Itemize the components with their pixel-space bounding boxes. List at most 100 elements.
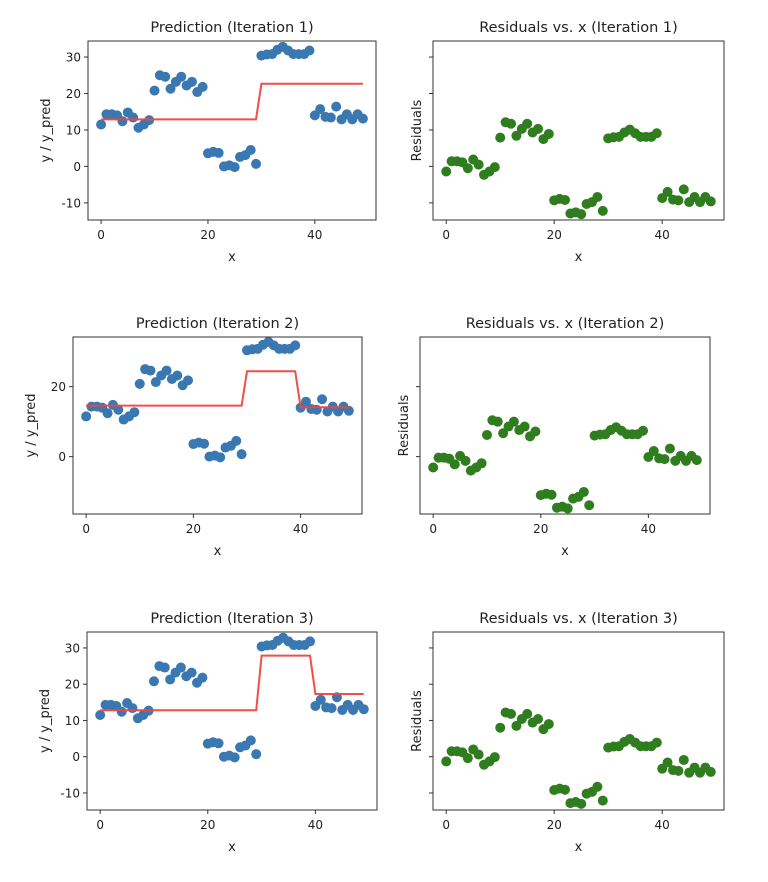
residual-point bbox=[651, 737, 662, 748]
residual-point bbox=[492, 416, 503, 427]
residual-point bbox=[691, 455, 702, 466]
prediction-panel-2: Prediction (Iteration 2) 0 20 40 x 0 20 y / y_p… bbox=[24, 316, 363, 559]
axes-frame bbox=[432, 631, 725, 811]
residual-point bbox=[481, 429, 492, 440]
axes-frame bbox=[86, 631, 378, 811]
residual-point bbox=[705, 196, 716, 207]
plot-area bbox=[96, 41, 368, 173]
residual-point bbox=[511, 130, 522, 141]
y-axis-label: y / y_pred bbox=[38, 689, 53, 753]
residuals-panel-3: Residuals vs. x (Iteration 3) 0 20 40 x Resid… bbox=[410, 611, 725, 855]
data-point bbox=[161, 365, 172, 376]
residual-point bbox=[584, 500, 595, 511]
x-tick-label: 40 bbox=[641, 522, 656, 536]
prediction-line bbox=[100, 654, 364, 712]
y-axis-label: Residuals bbox=[410, 99, 425, 161]
data-point bbox=[290, 340, 301, 351]
residual-point bbox=[678, 754, 689, 765]
residual-point bbox=[592, 192, 603, 203]
residual-point bbox=[460, 455, 471, 466]
data-point bbox=[229, 752, 240, 763]
residual-point bbox=[462, 163, 473, 174]
data-point bbox=[315, 694, 326, 705]
data-point bbox=[186, 76, 197, 87]
data-point bbox=[229, 162, 240, 173]
residual-point bbox=[489, 162, 500, 173]
residuals-panel-1: Residuals vs. x (Iteration 1) 0 20 40 x Resid… bbox=[410, 20, 725, 265]
residual-point bbox=[428, 462, 439, 473]
axes-frame bbox=[72, 336, 363, 515]
y-tick-label: 30 bbox=[65, 641, 80, 655]
data-point bbox=[134, 378, 145, 389]
data-point bbox=[300, 396, 311, 407]
data-point bbox=[160, 71, 171, 82]
y-axis-label: y / y_pred bbox=[39, 98, 54, 162]
data-point bbox=[199, 438, 210, 449]
axes-frame bbox=[432, 40, 725, 221]
data-point bbox=[326, 703, 337, 714]
panel-title: Prediction (Iteration 2) bbox=[136, 316, 299, 332]
residual-point bbox=[511, 720, 522, 731]
y-tick-label: 20 bbox=[51, 380, 66, 394]
residual-point bbox=[673, 195, 684, 206]
y-axis-label: y / y_pred bbox=[24, 393, 39, 457]
x-axis-label: x bbox=[575, 250, 583, 265]
y-axis-label: Residuals bbox=[410, 690, 425, 752]
residual-point bbox=[543, 128, 554, 139]
y-tick-label: 0 bbox=[58, 450, 66, 464]
residuals-panel-2: Residuals vs. x (Iteration 2) 0 20 40 x Resid… bbox=[397, 316, 711, 559]
residual-point bbox=[673, 765, 684, 776]
residual-point bbox=[506, 708, 517, 719]
panel-title: Prediction (Iteration 3) bbox=[150, 611, 313, 627]
x-tick-label: 0 bbox=[442, 818, 450, 832]
y-tick-label: 20 bbox=[66, 87, 81, 101]
data-point bbox=[311, 404, 322, 415]
residual-point bbox=[533, 714, 544, 725]
data-point bbox=[305, 636, 316, 647]
data-point bbox=[231, 435, 242, 446]
data-point bbox=[304, 45, 315, 56]
x-tick-label: 20 bbox=[200, 818, 215, 832]
y-tick-label: 0 bbox=[73, 160, 81, 174]
data-point bbox=[358, 704, 369, 715]
residual-point bbox=[662, 186, 673, 197]
data-point bbox=[172, 370, 183, 381]
data-point bbox=[165, 83, 176, 94]
plot-area bbox=[428, 415, 702, 514]
data-point bbox=[113, 404, 124, 415]
residual-point bbox=[449, 459, 460, 470]
x-tick-label: 20 bbox=[200, 228, 215, 242]
data-point bbox=[343, 405, 354, 416]
data-point bbox=[127, 703, 138, 714]
residual-point bbox=[592, 781, 603, 792]
residual-point bbox=[576, 209, 587, 220]
residual-point bbox=[578, 486, 589, 497]
residual-point bbox=[560, 194, 571, 205]
panel-title: Residuals vs. x (Iteration 2) bbox=[466, 316, 665, 332]
residual-point bbox=[659, 454, 670, 465]
residual-point bbox=[543, 719, 554, 730]
x-tick-label: 20 bbox=[547, 228, 562, 242]
prediction-line bbox=[86, 370, 349, 409]
residual-point bbox=[473, 749, 484, 760]
data-point bbox=[96, 119, 107, 130]
x-axis-label: x bbox=[228, 840, 236, 855]
x-tick-label: 0 bbox=[97, 228, 105, 242]
data-point bbox=[117, 116, 128, 127]
residual-point bbox=[560, 784, 571, 795]
panel-title: Prediction (Iteration 1) bbox=[150, 20, 313, 36]
data-point bbox=[215, 452, 226, 463]
residual-point bbox=[546, 489, 557, 500]
x-tick-label: 40 bbox=[655, 818, 670, 832]
residual-point bbox=[498, 428, 509, 439]
panel-title: Residuals vs. x (Iteration 1) bbox=[479, 20, 678, 36]
panel-title: Residuals vs. x (Iteration 3) bbox=[479, 611, 678, 627]
x-axis-label: x bbox=[561, 544, 569, 559]
data-point bbox=[197, 81, 208, 92]
residual-point bbox=[576, 798, 587, 809]
data-point bbox=[251, 158, 262, 169]
plot-area bbox=[441, 117, 716, 220]
data-point bbox=[148, 676, 159, 687]
residual-point bbox=[476, 458, 487, 469]
residual-point bbox=[597, 795, 608, 806]
